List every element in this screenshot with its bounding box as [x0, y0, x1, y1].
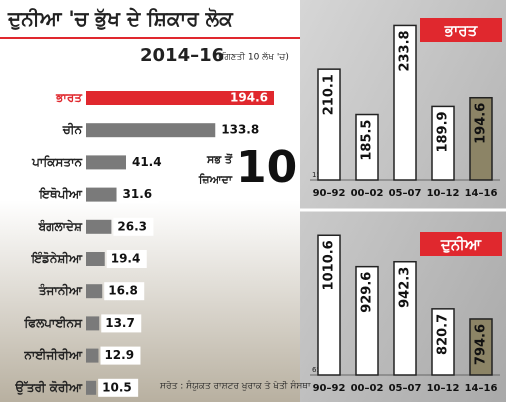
- bar: [355, 265, 379, 376]
- unit-note: (ਗਿਣਤੀ 10 ਲੱਖ 'ਚ): [218, 52, 289, 63]
- bar: [431, 105, 455, 181]
- value-label: 942.3: [398, 267, 413, 308]
- bar: [86, 123, 216, 138]
- value-label: 929.6: [360, 272, 375, 313]
- value-label: 794.6: [474, 324, 489, 365]
- source: ਸਰੋਤ : ਸੰਯੁਕਤ ਰਾਸ਼ਟਰ ਖੁਰਾਕ ਤੇ ਖੇਤੀ ਸੰਸਥਾ: [159, 380, 311, 392]
- value-label: 194.6: [230, 91, 268, 105]
- category-label: ਉੱਤਰੀ ਕੋਰੀਆ: [14, 379, 83, 395]
- category-label: ਭਾਰਤ: [55, 91, 83, 105]
- value-box: [98, 378, 139, 397]
- bar: [86, 316, 100, 331]
- bar: [393, 260, 417, 376]
- bar: [86, 155, 126, 170]
- category-label: ਪਾਕਿਸਤਾਨ: [31, 155, 82, 169]
- value-label: 133.8: [221, 123, 259, 137]
- value-label: 19.4: [111, 252, 141, 266]
- category-label: ਨਾਈਜੀਰੀਆ: [23, 348, 83, 362]
- bar: [86, 187, 117, 202]
- value-label: 31.6: [123, 187, 153, 201]
- x-tick-label: 00–02: [351, 383, 384, 394]
- bar: [355, 113, 379, 181]
- chart-title: ਦੁਨੀਆ 'ਚ ਭੁੱਖ ਦੇ ਸ਼ਿਕਾਰ ਲੋਕ: [7, 7, 234, 31]
- value-label: 194.6: [474, 103, 489, 144]
- subtitle: 2014–16: [140, 45, 224, 66]
- category-label: ਚੀਨ: [62, 123, 83, 137]
- value-label: 185.5: [360, 120, 375, 161]
- value-label: 820.7: [436, 314, 451, 355]
- annotation-line: ਸਭ ਤੋਂ: [206, 152, 233, 166]
- value-box: [113, 217, 154, 236]
- value-box: [104, 282, 145, 301]
- value-box: [118, 185, 159, 204]
- x-tick-label: 05–07: [389, 383, 422, 394]
- value-label: 41.4: [132, 155, 162, 169]
- bar: [469, 96, 493, 181]
- value-box: [100, 346, 141, 365]
- bar: [317, 68, 341, 181]
- category-label: ਫਿਲਪਾਈਨਸ: [23, 316, 83, 330]
- value-label: 16.8: [108, 284, 138, 298]
- value-label: 189.9: [436, 111, 451, 152]
- value-label: 1010.6: [322, 240, 337, 290]
- value-box: [106, 250, 147, 268]
- value-label: 26.3: [117, 219, 147, 233]
- category-label: ਬੰਗਲਾਦੇਸ਼: [38, 218, 83, 233]
- annotation-line: ਜ਼ਿਆਦਾ: [198, 172, 233, 186]
- x-tick-label: 14–16: [465, 383, 498, 394]
- panel-title: ਦੁਨੀਆ: [440, 236, 482, 254]
- bar: [469, 318, 493, 376]
- x-tick-label: 14–16: [465, 188, 498, 199]
- bar: [431, 308, 455, 376]
- bar: [317, 234, 341, 376]
- category-label: ਤੰਜਾਨੀਆ: [38, 283, 83, 298]
- bar: [86, 284, 103, 299]
- x-tick-label: 10–12: [427, 188, 460, 199]
- panel-title: ਭਾਰਤ: [444, 22, 479, 40]
- category-label: ਇਥੋਪੀਆ: [39, 186, 83, 201]
- value-label: 10.5: [102, 380, 132, 394]
- panel-tag: [420, 18, 502, 42]
- value-box: [217, 121, 258, 140]
- value-label: 210.1: [322, 74, 337, 115]
- panel-tag: [420, 232, 502, 256]
- value-label: 12.9: [104, 348, 134, 362]
- value-label: 13.7: [105, 316, 135, 330]
- x-tick-label: 90–92: [313, 188, 346, 199]
- bar: [86, 252, 105, 266]
- category-label: ਇੰਡੋਨੇਸ਼ੀਆ: [31, 251, 83, 266]
- x-tick-label: 00–02: [351, 188, 384, 199]
- x-tick-label: 10–12: [427, 383, 460, 394]
- annotation-number: 10: [236, 142, 297, 193]
- value-label: 233.8: [398, 30, 413, 71]
- bar: [86, 91, 274, 105]
- value-box: [127, 153, 168, 172]
- bar: [393, 24, 417, 181]
- bar: [86, 219, 112, 234]
- value-box: [101, 314, 142, 333]
- bar: [86, 380, 97, 395]
- bar: [86, 348, 99, 363]
- x-tick-label: 90–92: [313, 383, 346, 394]
- x-tick-label: 05–07: [389, 188, 422, 199]
